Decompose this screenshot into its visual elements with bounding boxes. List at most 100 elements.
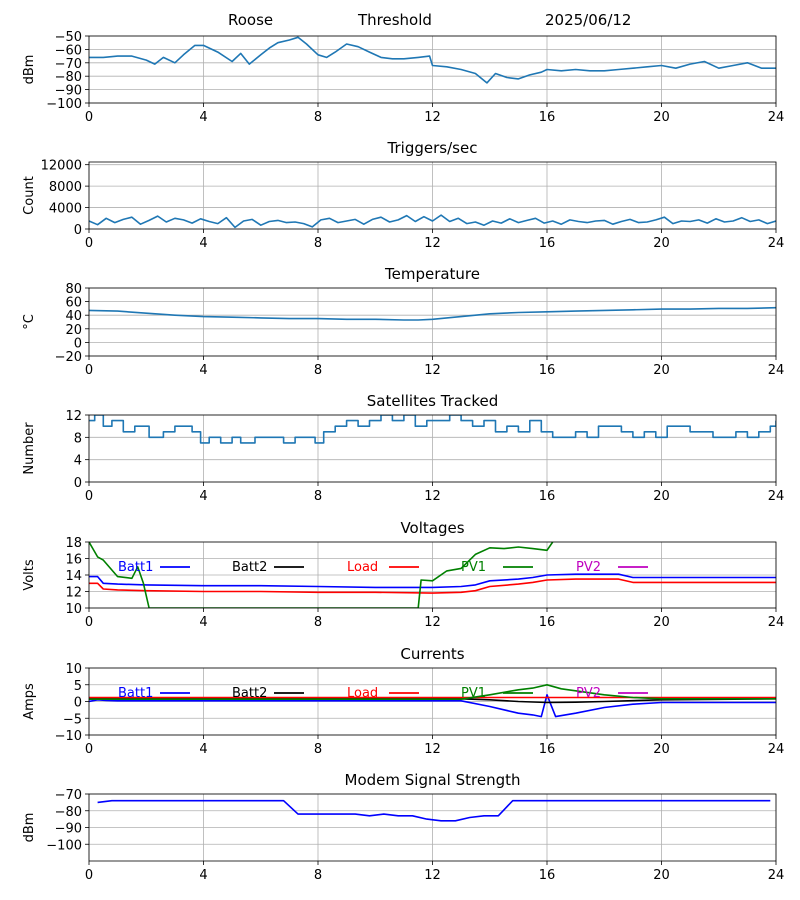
chart-triggers: 0 4 8 12 16 20 24 0 4000 8000 12000 Triggers/sec Cou… bbox=[22, 139, 784, 251]
y-tick-label: 0 bbox=[74, 223, 82, 238]
y-tick-label: 18 bbox=[65, 536, 82, 551]
x-tick-label: 8 bbox=[314, 110, 322, 125]
x-tick-label: 20 bbox=[653, 363, 670, 378]
x-tick-label: 8 bbox=[314, 489, 322, 504]
x-tick-label: 0 bbox=[85, 868, 93, 883]
y-axis-label: Number bbox=[22, 422, 37, 475]
x-tick-label: 12 bbox=[424, 615, 441, 630]
chart-title: Satellites Tracked bbox=[367, 392, 498, 410]
chart-modem: 0 4 8 12 16 20 24 −100−90 −80 −70 Modem Signal Str… bbox=[22, 771, 784, 883]
y-tick-label: 0 bbox=[74, 696, 82, 711]
chart-title: Temperature bbox=[384, 265, 480, 283]
chart-title: Triggers/sec bbox=[387, 139, 478, 157]
y-tick-label: −70 bbox=[55, 788, 82, 803]
x-tick-label: 20 bbox=[653, 615, 670, 630]
legend-label-batt2: Batt2 bbox=[232, 686, 267, 701]
x-tick-label: 12 bbox=[424, 868, 441, 883]
y-axis-label: dBm bbox=[22, 813, 37, 843]
y-tick-label: 40 bbox=[65, 309, 82, 324]
y-tick-label: 20 bbox=[65, 323, 82, 338]
x-tick-label: 16 bbox=[539, 363, 556, 378]
x-tick-label: 8 bbox=[314, 868, 322, 883]
x-tick-label: 16 bbox=[539, 615, 556, 630]
series-line-load bbox=[89, 578, 776, 594]
x-tick-label: 24 bbox=[768, 236, 785, 251]
x-tick-label: 12 bbox=[424, 489, 441, 504]
y-tick-label: −100 bbox=[46, 838, 82, 853]
y-tick-label: 12 bbox=[65, 409, 82, 424]
x-tick-label: 16 bbox=[539, 489, 556, 504]
chart-currents: 0 4 8 12 16 20 24 −10 −50 5 10 Currents Amps Batt1 Bat… bbox=[22, 645, 784, 757]
x-tick-label: 20 bbox=[653, 742, 670, 757]
y-axis-label: Amps bbox=[22, 683, 37, 720]
y-tick-label: −90 bbox=[55, 84, 82, 99]
x-tick-label: 4 bbox=[199, 236, 207, 251]
x-tick-label: 24 bbox=[768, 489, 785, 504]
y-tick-label: −100 bbox=[46, 97, 82, 112]
x-tick-label: 16 bbox=[539, 236, 556, 251]
y-tick-label: 0 bbox=[74, 336, 82, 351]
x-tick-label: 8 bbox=[314, 363, 322, 378]
legend-label-batt1: Batt1 bbox=[118, 686, 153, 701]
y-axis-label: Volts bbox=[22, 559, 37, 591]
legend-label-pv1: PV1 bbox=[461, 560, 486, 575]
x-tick-label: 16 bbox=[539, 742, 556, 757]
legend-label-pv2: PV2 bbox=[576, 686, 601, 701]
x-tick-label: 0 bbox=[85, 489, 93, 504]
y-tick-label: 12 bbox=[65, 586, 82, 601]
x-tick-label: 4 bbox=[199, 868, 207, 883]
x-tick-label: 8 bbox=[314, 236, 322, 251]
y-tick-label: 0 bbox=[74, 476, 82, 491]
header-site: Roose bbox=[228, 11, 274, 29]
y-tick-label: −70 bbox=[55, 57, 82, 72]
y-tick-label: −80 bbox=[55, 805, 82, 820]
y-tick-label: 60 bbox=[65, 296, 82, 311]
legend-label-pv1: PV1 bbox=[461, 686, 486, 701]
chart-threshold: 0 4 8 12 16 20 24 −100−90−80−70−60−50 dBm bbox=[22, 30, 784, 125]
x-tick-label: 8 bbox=[314, 742, 322, 757]
y-tick-label: 4 bbox=[74, 454, 82, 469]
y-axis-label: Count bbox=[22, 176, 37, 215]
y-tick-label: −5 bbox=[63, 712, 82, 727]
legend-label-load: Load bbox=[347, 686, 378, 701]
y-tick-label: −90 bbox=[55, 822, 82, 837]
y-tick-label: 80 bbox=[65, 282, 82, 297]
legend-label-batt1: Batt1 bbox=[118, 560, 153, 575]
y-tick-label: 12000 bbox=[41, 159, 82, 174]
chart-title: Currents bbox=[400, 645, 464, 663]
x-tick-label: 24 bbox=[768, 615, 785, 630]
y-tick-label: −10 bbox=[55, 729, 82, 744]
x-tick-label: 0 bbox=[85, 363, 93, 378]
chart-title: Modem Signal Strength bbox=[345, 771, 521, 789]
y-tick-label: −60 bbox=[55, 43, 82, 58]
x-tick-label: 4 bbox=[199, 363, 207, 378]
y-tick-label: 5 bbox=[74, 679, 82, 694]
x-tick-label: 4 bbox=[199, 615, 207, 630]
y-tick-label: −50 bbox=[55, 30, 82, 45]
x-tick-label: 16 bbox=[539, 868, 556, 883]
legend-label-load: Load bbox=[347, 560, 378, 575]
y-tick-label: 8 bbox=[74, 431, 82, 446]
x-tick-label: 24 bbox=[768, 742, 785, 757]
y-axis-label: °C bbox=[22, 314, 37, 330]
x-tick-label: 4 bbox=[199, 489, 207, 504]
x-tick-label: 12 bbox=[424, 110, 441, 125]
y-axis-label: dBm bbox=[22, 55, 37, 85]
x-tick-label: 12 bbox=[424, 742, 441, 757]
series-line-data bbox=[89, 306, 776, 321]
series-line-data bbox=[97, 799, 771, 822]
y-tick-label: −80 bbox=[55, 70, 82, 85]
y-tick-label: 10 bbox=[65, 602, 82, 617]
chart-satellites: 0 4 8 12 16 20 24 0 4 8 12 Satellites Tracked Number bbox=[22, 392, 784, 504]
legend-label-pv2: PV2 bbox=[576, 560, 601, 575]
y-tick-label: 4000 bbox=[49, 202, 82, 217]
y-tick-label: 16 bbox=[65, 553, 82, 568]
series-line-batt1 bbox=[89, 573, 776, 589]
x-tick-label: 24 bbox=[768, 868, 785, 883]
x-tick-label: 12 bbox=[424, 363, 441, 378]
x-tick-label: 4 bbox=[199, 742, 207, 757]
legend-label-batt2: Batt2 bbox=[232, 560, 267, 575]
